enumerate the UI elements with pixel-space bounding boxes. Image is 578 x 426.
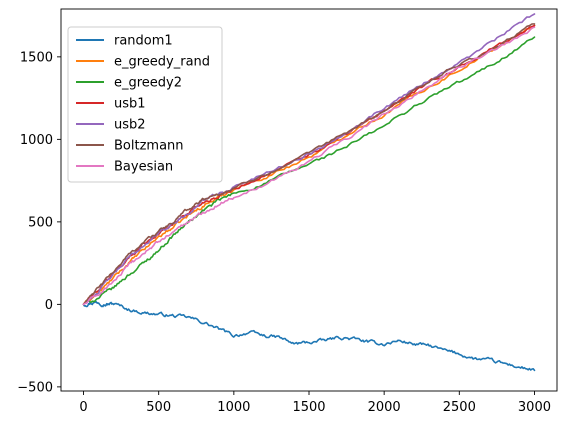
- legend-label-usb2: usb2: [114, 118, 146, 133]
- y-tick-label: −500: [17, 380, 53, 395]
- axes: 0 500 1000 1500 2000 2500 3000 −500 0 500 1000 1500: [17, 8, 558, 415]
- legend-label-random1: random1: [114, 34, 173, 49]
- x-tick-label: 1000: [217, 400, 250, 415]
- x-tick-label: 500: [146, 400, 171, 415]
- legend: random1 e_greedy_rand e_greedy2 usb1 usb2 Bol…: [67, 26, 223, 183]
- y-tick-label: 0: [45, 298, 53, 313]
- legend-label-bayesian: Bayesian: [114, 160, 173, 175]
- legend-label-boltzmann: Boltzmann: [114, 139, 184, 154]
- x-tick-label: 0: [79, 400, 87, 415]
- series-line-e-greedy-rand: [82, 24, 536, 306]
- series-line-usb2: [82, 13, 536, 306]
- x-tick-label: 1500: [292, 400, 325, 415]
- legend-label-e-greedy2: e_greedy2: [114, 76, 182, 91]
- series-layer: [82, 13, 536, 372]
- series-line-e-greedy2: [82, 36, 536, 306]
- legend-frame: [67, 26, 223, 183]
- x-tick-label: 2000: [368, 400, 401, 415]
- series-line-bayesian: [82, 26, 536, 306]
- series-line-boltzmann: [82, 23, 536, 306]
- x-tick-label: 2500: [443, 400, 476, 415]
- y-tick-label: 1000: [20, 133, 53, 148]
- x-tick-label: 3000: [518, 400, 551, 415]
- y-tick-label: 500: [28, 215, 53, 230]
- y-tick-label: 1500: [20, 50, 53, 65]
- legend-label-usb1: usb1: [114, 97, 146, 112]
- series-line-random1: [82, 300, 536, 372]
- legend-label-e-greedy-rand: e_greedy_rand: [114, 55, 210, 70]
